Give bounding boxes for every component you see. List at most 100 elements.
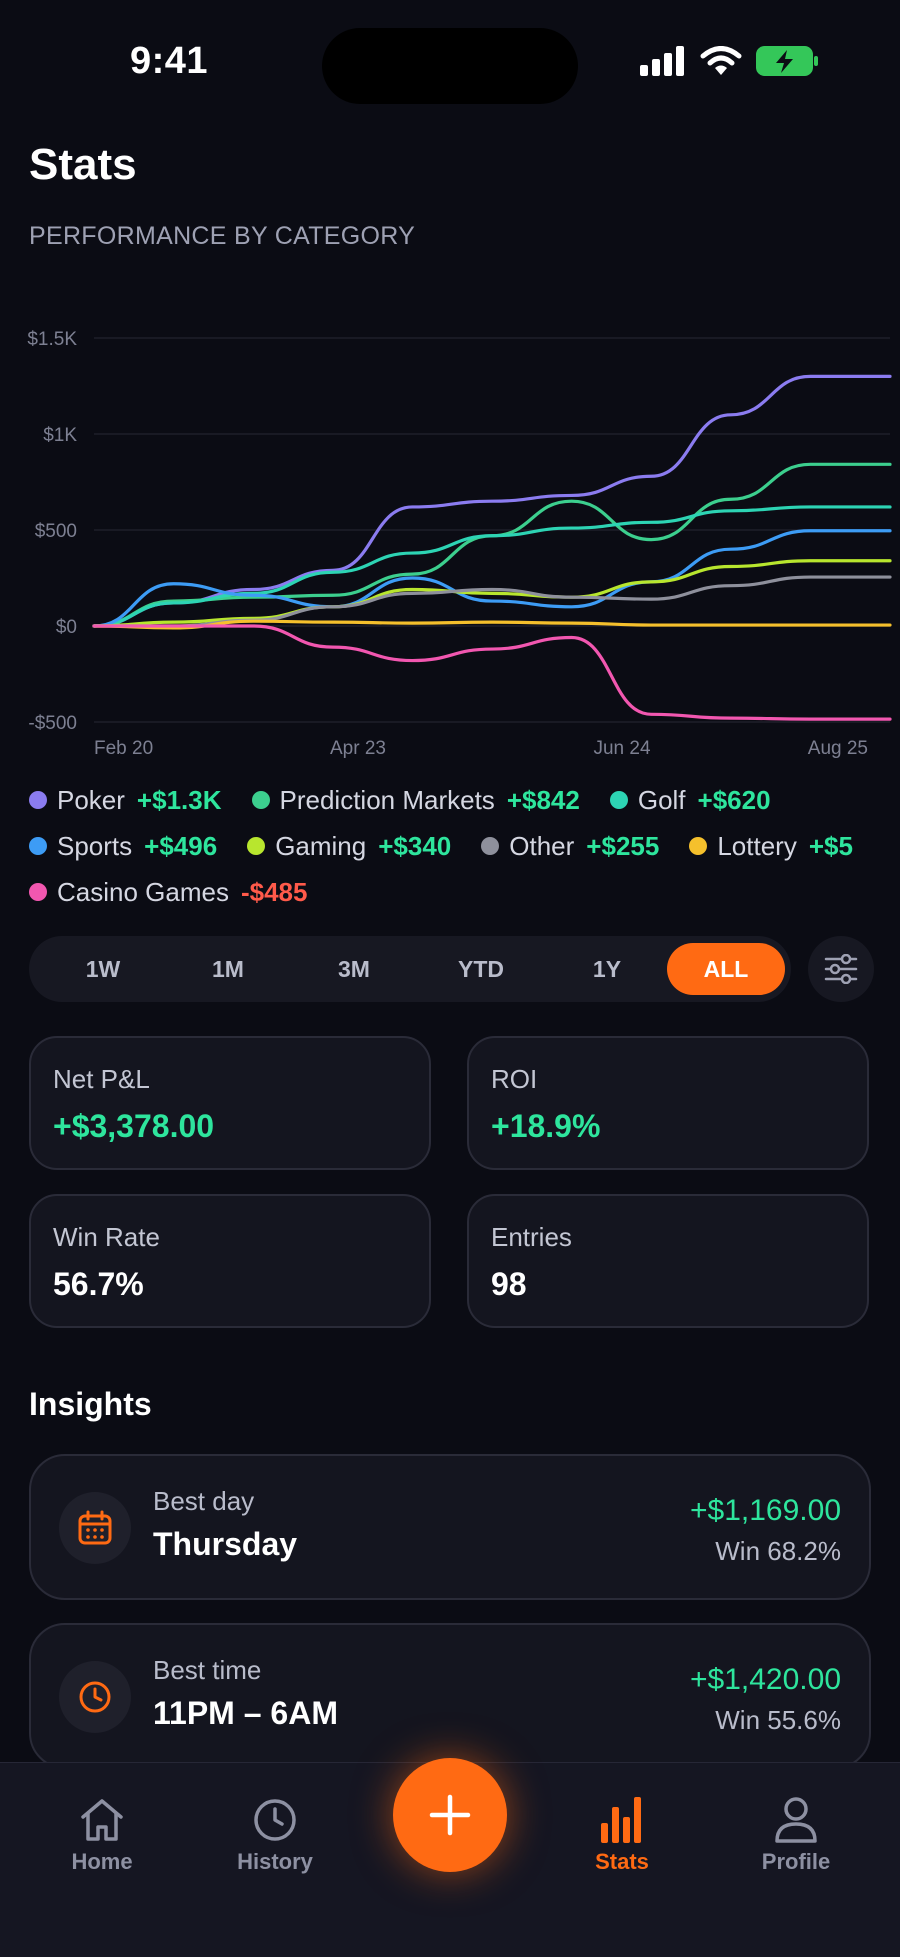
home-icon xyxy=(78,1791,126,1843)
range-tab-1m[interactable]: 1M xyxy=(212,955,244,982)
insight-value: 11PM – 6AM xyxy=(153,1695,338,1731)
dynamic-island xyxy=(322,28,578,104)
y-tick-label: $500 xyxy=(35,521,77,542)
history-clock-icon xyxy=(252,1791,298,1843)
x-tick-label: Aug 25 xyxy=(808,738,868,759)
insight-value: Thursday xyxy=(153,1526,298,1562)
legend-dot xyxy=(29,883,47,901)
performance-chart-svg: $1.5K $1K $500 $0 -$500 Feb 20 Apr 23 Jun 24 Aug… xyxy=(27,329,892,759)
insight-amount: +$1,420.00 xyxy=(690,1663,841,1696)
chart-legend: Poker +$1.3K Prediction Markets +$842 Golf +$… xyxy=(29,785,899,907)
metric-label: Entries xyxy=(491,1222,572,1252)
metric-label: Net P&L xyxy=(53,1064,150,1094)
metric-value: 98 xyxy=(491,1266,527,1302)
legend-value: +$1.3K xyxy=(136,784,222,815)
chart-section-title: PERFORMANCE BY CATEGORY xyxy=(29,222,416,250)
tab-stats-label: Stats xyxy=(595,1849,649,1874)
sliders-icon xyxy=(824,954,858,984)
legend-label: Golf xyxy=(637,784,686,815)
legend-item[interactable]: Prediction Markets +$842 xyxy=(251,784,580,815)
legend-value: +$5 xyxy=(808,830,853,861)
series-line-lottery xyxy=(92,619,892,630)
clock-icon xyxy=(79,1681,111,1713)
legend-value: +$255 xyxy=(586,830,660,861)
legend-value: +$340 xyxy=(378,830,452,861)
legend-dot xyxy=(689,837,708,855)
performance-chart[interactable]: $1.5K $1K $500 $0 -$500 Feb 20 Apr 23 Jun 24 Aug… xyxy=(0,300,900,770)
legend-value: +$842 xyxy=(506,784,580,815)
y-tick-label: -$500 xyxy=(28,713,77,734)
legend-label: Other xyxy=(509,830,575,861)
status-time: 9:41 xyxy=(130,40,209,82)
legend-label: Casino Games xyxy=(57,876,229,907)
range-tab-ytd[interactable]: YTD xyxy=(458,955,504,982)
insight-icon-wrap xyxy=(59,1661,131,1733)
legend-item[interactable]: Gaming +$340 xyxy=(247,831,451,861)
battery-charging-icon xyxy=(756,46,818,76)
insight-label: Best time xyxy=(153,1655,262,1685)
legend-item[interactable]: Casino Games -$485 xyxy=(29,877,307,907)
calendar-icon xyxy=(78,1510,112,1545)
tab-profile[interactable]: Profile xyxy=(726,1791,866,1875)
range-tab-1y[interactable]: 1Y xyxy=(592,955,622,982)
x-tick-label: Apr 23 xyxy=(330,738,386,759)
legend-dot xyxy=(29,837,47,855)
x-tick-label: Jun 24 xyxy=(593,738,650,759)
y-tick-label: $1K xyxy=(43,425,77,446)
range-tab-all[interactable]: ALL xyxy=(667,943,785,995)
metric-label: ROI xyxy=(491,1064,538,1094)
tab-history[interactable]: History xyxy=(205,1791,345,1875)
status-bar: 9:41 xyxy=(0,0,900,130)
insight-icon-wrap xyxy=(59,1492,131,1564)
legend-label: Lottery xyxy=(717,830,797,861)
y-tick-label: $1.5K xyxy=(27,329,77,350)
tab-profile-label: Profile xyxy=(761,1849,831,1874)
time-range-selector[interactable]: 1W 1M 3M YTD 1Y ALL xyxy=(29,936,791,1002)
legend-label: Gaming xyxy=(275,830,367,861)
legend-value: +$620 xyxy=(697,784,771,815)
insight-best-day[interactable]: Best day Thursday +$1,169.00 Win 68.2% xyxy=(29,1454,871,1600)
roi-card[interactable]: ROI +18.9% xyxy=(467,1036,869,1170)
plus-icon xyxy=(429,1794,471,1836)
tab-stats[interactable]: Stats xyxy=(552,1791,692,1875)
y-tick-label: $0 xyxy=(56,617,77,638)
legend-value: +$496 xyxy=(144,830,218,861)
legend-dot xyxy=(481,837,500,855)
range-tab-3m[interactable]: 3M xyxy=(338,955,370,982)
metric-value: +$3,378.00 xyxy=(53,1108,215,1144)
legend-value: -$485 xyxy=(240,876,308,907)
tab-home[interactable]: Home xyxy=(32,1791,172,1875)
legend-label: Prediction Markets xyxy=(279,784,495,815)
metric-label: Win Rate xyxy=(53,1222,160,1252)
add-entry-button[interactable] xyxy=(393,1758,507,1872)
tab-home-label: Home xyxy=(71,1849,133,1874)
page-title: Stats xyxy=(29,140,137,189)
series-line-gaming xyxy=(92,559,892,628)
insight-best-time[interactable]: Best time 11PM – 6AM +$1,420.00 Win 55.6… xyxy=(29,1623,871,1769)
net-pnl-card[interactable]: Net P&L +$3,378.00 xyxy=(29,1036,431,1170)
legend-item[interactable]: Other +$255 xyxy=(481,831,659,861)
signal-icon xyxy=(640,46,684,76)
legend-item[interactable]: Poker +$1.3K xyxy=(29,785,222,815)
series-line-golf xyxy=(92,505,892,628)
legend-item[interactable]: Sports +$496 xyxy=(29,831,217,861)
range-tab-1w[interactable]: 1W xyxy=(85,955,121,982)
legend-item[interactable]: Lottery +$5 xyxy=(689,831,853,861)
entries-card[interactable]: Entries 98 xyxy=(467,1194,869,1328)
series-line-casino-games xyxy=(92,624,892,721)
metric-value: 56.7% xyxy=(53,1266,144,1302)
filter-button[interactable] xyxy=(808,936,874,1002)
wifi-icon xyxy=(700,46,742,75)
insight-amount: +$1,169.00 xyxy=(690,1494,841,1527)
legend-label: Sports xyxy=(57,830,133,861)
status-icons xyxy=(640,46,820,76)
metric-value: +18.9% xyxy=(491,1108,601,1144)
win-rate-card[interactable]: Win Rate 56.7% xyxy=(29,1194,431,1328)
insight-label: Best day xyxy=(153,1486,255,1516)
insight-win-rate: Win 68.2% xyxy=(715,1536,841,1566)
legend-item[interactable]: Golf +$620 xyxy=(609,784,771,815)
legend-label: Poker xyxy=(57,784,125,815)
legend-dot xyxy=(29,791,47,809)
insight-win-rate: Win 55.6% xyxy=(715,1705,841,1735)
insights-title: Insights xyxy=(29,1386,152,1422)
